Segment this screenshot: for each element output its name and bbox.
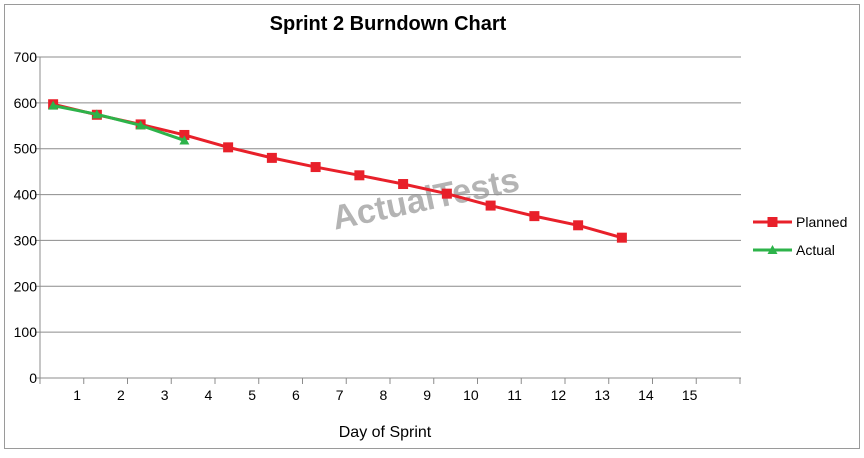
y-tick-label-6: 600 <box>14 95 38 111</box>
planned-point-7 <box>310 162 321 173</box>
actual-point-4 <box>179 135 190 145</box>
x-tick-label-11: 11 <box>507 387 522 403</box>
x-tick-label-3: 3 <box>161 387 169 403</box>
x-tick-label-6: 6 <box>292 387 300 403</box>
x-tick-label-15: 15 <box>682 387 698 403</box>
legend-actual-marker <box>767 245 778 254</box>
planned-point-12 <box>529 211 540 222</box>
actual-point-3 <box>135 120 146 130</box>
planned-point-9 <box>398 179 409 190</box>
y-tick-label-3: 300 <box>14 232 38 248</box>
planned-point-13 <box>573 220 584 231</box>
actual-point-1 <box>48 100 59 110</box>
planned-point-14 <box>616 232 627 243</box>
planned-point-6 <box>266 152 277 163</box>
chart-frame <box>4 4 860 449</box>
series-lines <box>48 99 627 243</box>
y-tick-label-7: 700 <box>14 49 38 65</box>
axes <box>35 56 741 384</box>
legend-planned-label: Planned <box>796 214 847 230</box>
x-tick-label-2: 2 <box>117 387 125 403</box>
grid-lines <box>40 56 741 333</box>
actual-line <box>52 104 185 142</box>
planned-point-8 <box>354 170 365 181</box>
planned-point-5 <box>223 142 234 153</box>
x-tick-label-14: 14 <box>638 387 654 403</box>
chart-title: Sprint 2 Burndown Chart <box>270 13 507 35</box>
legend-planned-marker <box>767 217 778 227</box>
x-axis-label: Day of Sprint <box>339 424 432 441</box>
planned-point-11 <box>485 200 496 211</box>
planned-point-4 <box>179 129 190 140</box>
legend: Planned Actual <box>753 214 847 258</box>
y-tick-label-1: 100 <box>14 324 38 340</box>
y-tick-label-5: 500 <box>14 141 38 157</box>
x-tick-label-1: 1 <box>73 387 81 403</box>
y-tick-label-0: 0 <box>29 370 37 386</box>
x-tick-label-9: 9 <box>423 387 431 403</box>
planned-point-10 <box>441 188 452 199</box>
x-tick-labels: 1 2 3 4 5 6 7 8 9 10 11 12 13 14 15 <box>73 387 697 403</box>
x-tick-label-10: 10 <box>463 387 479 403</box>
x-tick-label-5: 5 <box>248 387 256 403</box>
planned-line <box>52 102 623 240</box>
x-tick-label-13: 13 <box>594 387 610 403</box>
y-tick-label-2: 200 <box>14 278 38 294</box>
actual-point-2 <box>91 109 102 119</box>
x-tick-label-7: 7 <box>336 387 344 403</box>
x-tick-label-12: 12 <box>551 387 567 403</box>
y-tick-labels: 0 100 200 300 400 500 600 700 <box>14 49 38 386</box>
y-tick-label-4: 400 <box>14 187 38 203</box>
legend-actual-label: Actual <box>796 242 835 258</box>
x-tick-label-4: 4 <box>205 387 213 403</box>
x-tick-label-8: 8 <box>380 387 388 403</box>
